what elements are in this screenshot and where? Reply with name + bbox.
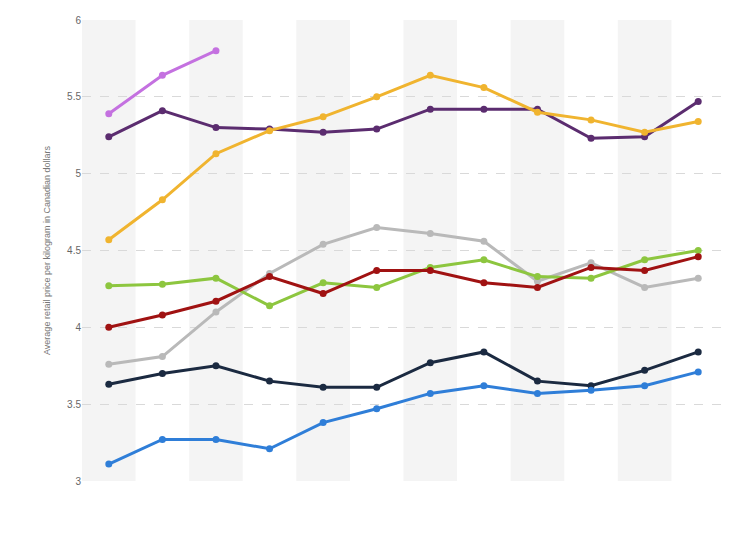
svg-text:3: 3 [75,476,81,487]
svg-text:6: 6 [75,15,81,26]
svg-text:5.5: 5.5 [67,91,81,102]
svg-text:Average retail price per kilog: Average retail price per kilogram in Can… [42,146,52,355]
svg-text:4: 4 [75,322,81,333]
svg-text:5: 5 [75,168,81,179]
svg-text:4.5: 4.5 [67,245,81,256]
svg-text:3.5: 3.5 [67,399,81,410]
